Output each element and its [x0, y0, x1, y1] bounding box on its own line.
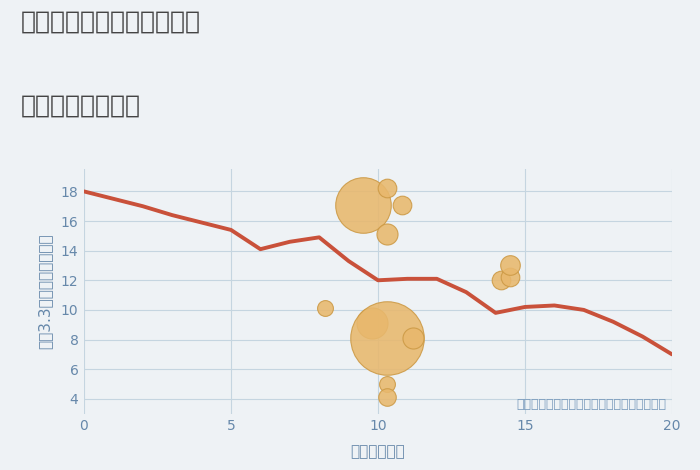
- Text: 駅距離別土地価格: 駅距離別土地価格: [21, 94, 141, 118]
- Point: [505, 274, 516, 281]
- Point: [407, 334, 419, 342]
- Text: 三重県伊賀市緑ヶ丘本町の: 三重県伊賀市緑ヶ丘本町の: [21, 9, 201, 33]
- Point: [382, 393, 393, 401]
- X-axis label: 駅距離（分）: 駅距離（分）: [351, 444, 405, 459]
- Point: [382, 334, 393, 342]
- Point: [382, 380, 393, 388]
- Point: [358, 201, 369, 209]
- Point: [505, 262, 516, 269]
- Point: [396, 201, 407, 209]
- Point: [382, 185, 393, 192]
- Text: 円の大きさは、取引のあった物件面積を示す: 円の大きさは、取引のあった物件面積を示す: [516, 398, 666, 411]
- Point: [319, 305, 330, 312]
- Point: [382, 231, 393, 238]
- Point: [496, 276, 507, 284]
- Y-axis label: 坪（3.3㎡）単価（万円）: 坪（3.3㎡）単価（万円）: [37, 234, 52, 349]
- Point: [367, 320, 378, 327]
